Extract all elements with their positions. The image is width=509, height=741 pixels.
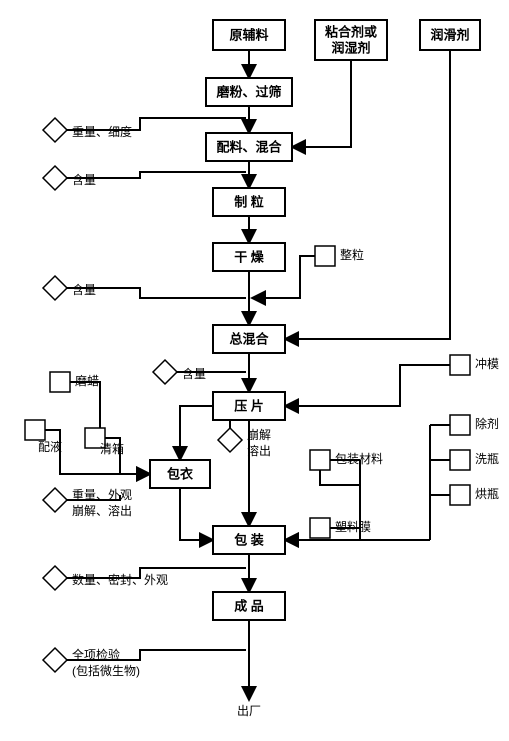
svg-text:磨粉、过筛: 磨粉、过筛: [216, 84, 281, 99]
svg-text:崩解: 崩解: [247, 428, 271, 442]
svg-text:含量: 含量: [72, 172, 96, 187]
svg-text:包衣: 包衣: [167, 466, 193, 481]
aux-square: [315, 246, 335, 266]
svg-text:溶出: 溶出: [247, 443, 271, 458]
nodes-layer: 原辅料 粘合剂或润湿剂 润滑剂磨粉、过筛配料、混合制 粒干 燥总混合压 片包衣包 装…: [25, 20, 499, 718]
check-diamond: [43, 566, 67, 590]
aux-square: [450, 485, 470, 505]
svg-text:配液: 配液: [38, 439, 62, 454]
svg-text:清箱: 清箱: [100, 441, 124, 456]
svg-text:成 品: 成 品: [234, 598, 264, 613]
check-diamond: [153, 360, 177, 384]
check-diamond: [218, 428, 242, 452]
aux-square: [450, 415, 470, 435]
svg-text:润滑剂: 润滑剂: [430, 27, 469, 42]
aux-square: [310, 450, 330, 470]
svg-text:粘合剂或: 粘合剂或: [324, 24, 377, 39]
svg-text:崩解、溶出: 崩解、溶出: [72, 503, 132, 518]
svg-text:配料、混合: 配料、混合: [216, 139, 282, 154]
svg-text:磨蜡: 磨蜡: [75, 374, 99, 388]
svg-text:重量、外观: 重量、外观: [72, 488, 132, 502]
svg-text:总混合: 总混合: [229, 331, 269, 346]
check-diamond: [43, 276, 67, 300]
svg-text:洗瓶: 洗瓶: [475, 452, 499, 466]
aux-square: [450, 355, 470, 375]
aux-square: [25, 420, 45, 440]
svg-text:包装材料: 包装材料: [335, 452, 383, 466]
svg-text:整粒: 整粒: [340, 247, 364, 262]
svg-text:烘瓶: 烘瓶: [475, 487, 499, 501]
check-diamond: [43, 118, 67, 142]
flowchart-canvas: 原辅料 粘合剂或润湿剂 润滑剂磨粉、过筛配料、混合制 粒干 燥总混合压 片包衣包 装…: [0, 0, 509, 741]
check-diamond: [43, 488, 67, 512]
svg-text:冲模: 冲模: [475, 356, 499, 371]
svg-text:含量: 含量: [182, 366, 206, 381]
svg-text:数量、密封、外观: 数量、密封、外观: [72, 572, 168, 587]
svg-text:(包括微生物): (包括微生物): [72, 663, 140, 678]
aux-square: [50, 372, 70, 392]
svg-text:原辅料: 原辅料: [229, 27, 268, 42]
check-diamond: [43, 648, 67, 672]
check-diamond: [43, 166, 67, 190]
svg-text:包 装: 包 装: [234, 532, 264, 547]
svg-text:压 片: 压 片: [234, 398, 264, 413]
svg-text:干 燥: 干 燥: [234, 249, 265, 264]
svg-text:重量、细度: 重量、细度: [72, 124, 132, 139]
svg-text:润湿剂: 润湿剂: [331, 40, 370, 55]
aux-square: [310, 518, 330, 538]
svg-text:塑料膜: 塑料膜: [335, 519, 371, 534]
svg-text:制 粒: 制 粒: [234, 194, 264, 209]
svg-text:含量: 含量: [72, 282, 96, 297]
svg-text:出厂: 出厂: [237, 704, 261, 718]
aux-square: [450, 450, 470, 470]
svg-text:全项检验: 全项检验: [72, 647, 120, 662]
svg-text:除剂: 除剂: [475, 416, 499, 431]
